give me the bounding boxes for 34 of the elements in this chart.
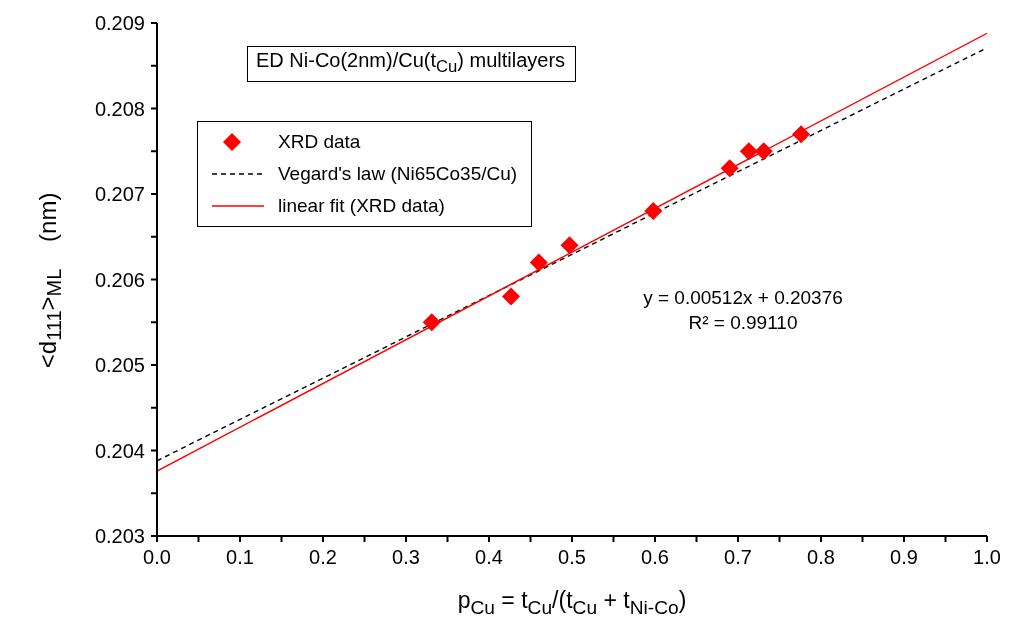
point [754, 142, 773, 161]
text: ED Ni-Co(2nm)/Cu(t$_{Cu}$) multilayers [247, 46, 577, 82]
point [739, 142, 758, 161]
y-tick-label: 0.206 [94, 268, 145, 291]
x-tick-label: 0.9 [890, 546, 918, 569]
legend-label: Vegard's law (Ni65Co35/Cu) [278, 163, 518, 185]
x-tick-label: 0.5 [558, 546, 586, 569]
point [422, 313, 441, 332]
x-tick-label: 1.0 [973, 546, 1001, 569]
point [529, 253, 548, 272]
annotation: R² = 0.99110 [687, 311, 799, 335]
y-tick-label: 0.204 [94, 439, 145, 462]
point [792, 125, 811, 144]
y-tick-label: 0.203 [94, 525, 145, 548]
x-tick-label: 0.0 [143, 546, 171, 569]
point [644, 202, 663, 221]
x-tick-label: 0.1 [226, 546, 254, 569]
legend-label: linear fit (XRD data) [278, 195, 445, 217]
y-tick-label: 0.209 [94, 12, 145, 35]
y-tick-label: 0.208 [94, 97, 145, 120]
point [560, 236, 579, 255]
point [720, 159, 739, 178]
x-tick-label: 0.8 [807, 546, 835, 569]
y-tick-label: 0.207 [94, 183, 145, 206]
annotation: y = 0.00512x + 0.20376 [642, 286, 844, 310]
point [501, 287, 520, 306]
x-tick-label: 0.6 [641, 546, 669, 569]
x-tick-label: 0.3 [392, 546, 420, 569]
x-tick-label: 0.7 [724, 546, 752, 569]
x-tick-label: 0.2 [309, 546, 337, 569]
x-tick-label: 0.4 [475, 546, 503, 569]
text: p$_{Cu}$ = t$_{Cu}$/(t$_{Cu}$ + t$_{Ni-Co}$) [457, 587, 687, 618]
y-tick-label: 0.205 [94, 354, 145, 377]
legend-label: XRD data [278, 131, 361, 153]
